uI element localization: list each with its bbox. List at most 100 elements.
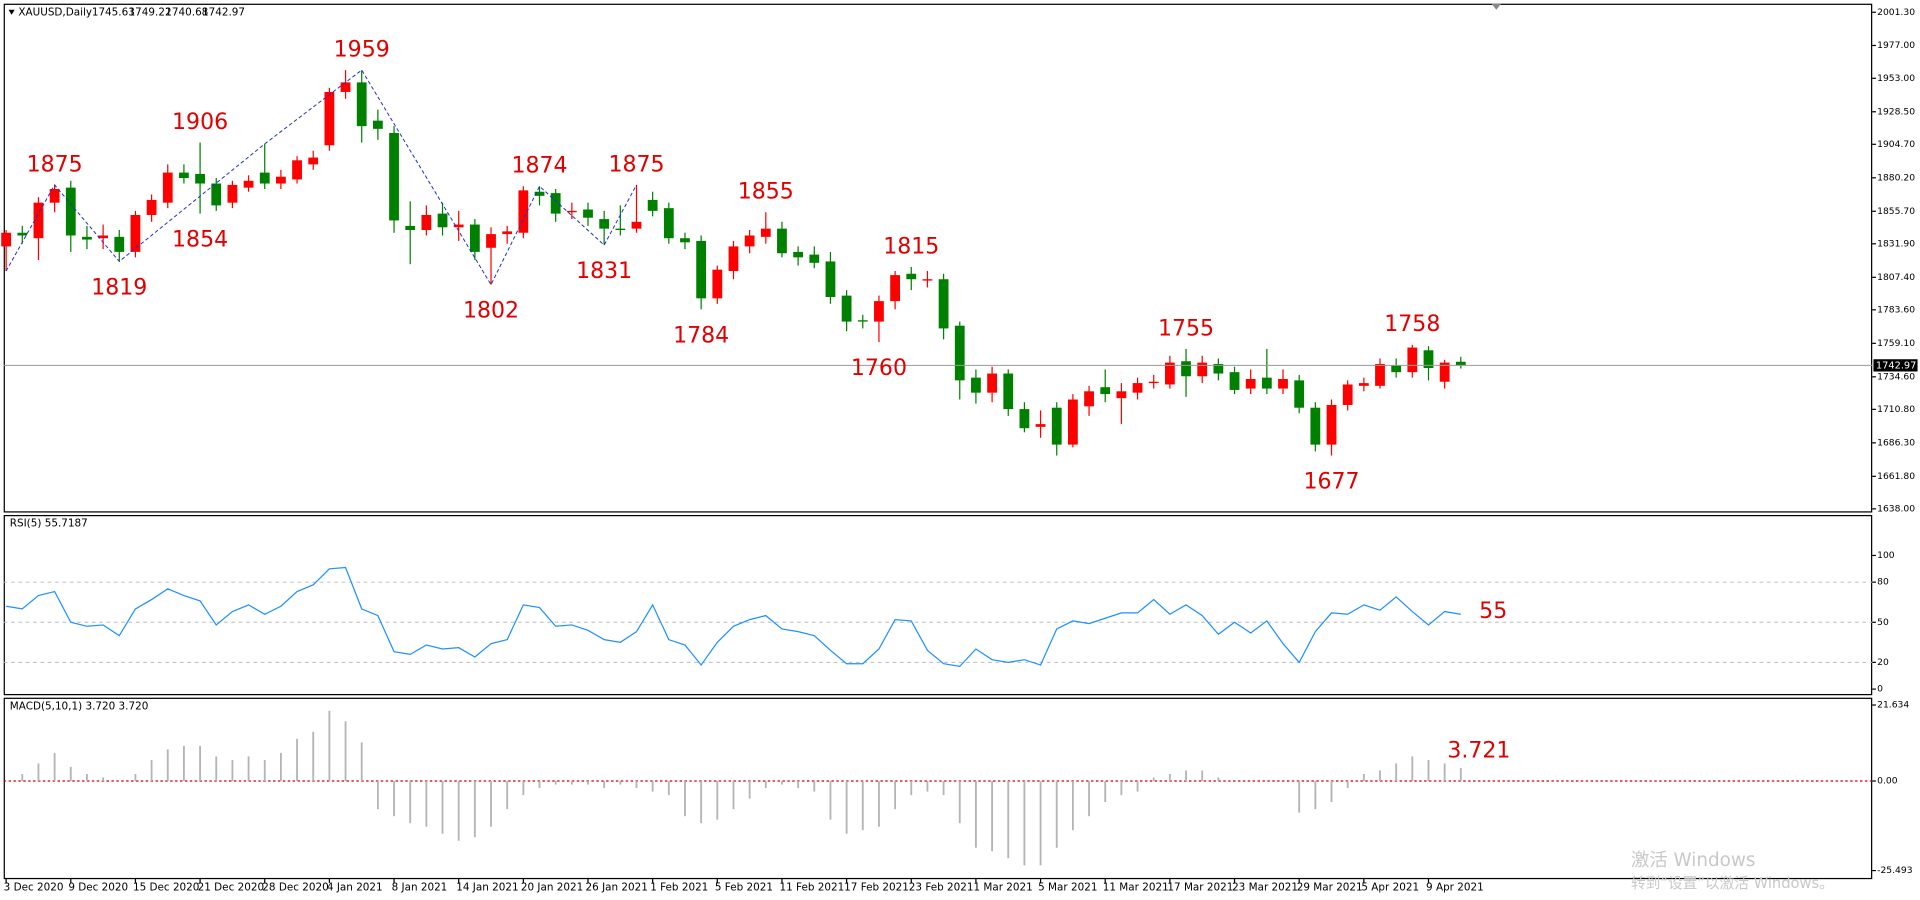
- candle-body: [663, 208, 674, 239]
- candle-body: [1294, 380, 1305, 408]
- y-tick-label: 0: [1877, 684, 1883, 695]
- symbol: XAUUSD,Daily: [18, 6, 92, 18]
- rsi-title: RSI(5) 55.7187: [10, 518, 88, 530]
- candle-body: [405, 225, 416, 231]
- candle-body: [1132, 383, 1143, 393]
- candle-body: [1326, 404, 1337, 445]
- price-tag: [1873, 359, 1918, 372]
- rsi-label: 55: [1479, 599, 1507, 624]
- header-ohlc: 1745.63: [92, 6, 135, 18]
- pivot-label: 1815: [883, 234, 939, 259]
- candle-body: [1035, 424, 1046, 427]
- candle-body: [599, 219, 610, 229]
- y-tick-label: 1638.00: [1877, 503, 1915, 514]
- candle-body: [82, 236, 92, 240]
- candle-body: [647, 199, 658, 211]
- pivot-label: 1959: [334, 37, 390, 62]
- menu-arrow: [8, 9, 15, 15]
- header-ohlc: 1749.22: [129, 6, 172, 18]
- candle-body: [825, 261, 836, 297]
- candle-body: [33, 202, 44, 239]
- pivot-label: 1906: [172, 110, 228, 135]
- y-tick-label: 21.634: [1877, 700, 1909, 711]
- watermark: 转到“设置”以激活 Windows。: [1631, 875, 1834, 892]
- y-tick-label: 1831.90: [1877, 238, 1915, 249]
- candle-body: [49, 189, 60, 203]
- pivot-label: 1784: [673, 323, 729, 348]
- y-tick-label: 1928.50: [1877, 106, 1915, 117]
- candle-body: [518, 190, 529, 233]
- candle-body: [324, 91, 335, 146]
- y-tick-label: 0.00: [1877, 776, 1898, 787]
- x-tick-label: 17 Feb 2021: [844, 882, 909, 894]
- zigzag: [5, 69, 637, 286]
- candle-body: [938, 279, 949, 329]
- y-tick-label: 1661.80: [1877, 471, 1915, 482]
- candle-body: [874, 301, 884, 322]
- y-tick-label: 2001.30: [1877, 7, 1915, 18]
- candle-body: [98, 235, 108, 239]
- y-tick-label: 1904.70: [1877, 139, 1915, 150]
- pivot-label: 1758: [1384, 312, 1440, 337]
- x-tick-label: 20 Jan 2021: [521, 882, 583, 894]
- x-tick-label: 17 Mar 2021: [1167, 882, 1233, 894]
- y-tick-label: 1807.40: [1877, 272, 1915, 283]
- header-ohlc: 1740.68: [165, 6, 208, 18]
- candle-body: [1391, 365, 1402, 373]
- rsi-panel: [3, 514, 1873, 696]
- candle-body: [356, 82, 367, 127]
- y-tick-label: 20: [1877, 657, 1889, 668]
- pivot-label: 1677: [1303, 470, 1359, 495]
- candle-body: [65, 187, 76, 236]
- price-tag-label: 1742.97: [1876, 360, 1916, 371]
- x-tick-label: 29 Mar 2021: [1297, 882, 1363, 894]
- candle-body: [179, 172, 189, 179]
- candle-body: [227, 184, 238, 203]
- candle-body: [146, 199, 157, 215]
- y-tick-label: 1880.20: [1877, 172, 1915, 183]
- candle-body: [550, 193, 561, 214]
- y-tick-label: 50: [1877, 617, 1889, 628]
- candle-body: [680, 238, 690, 243]
- candle-body: [162, 172, 173, 203]
- candle-body: [809, 254, 820, 263]
- candle-body: [1213, 363, 1224, 374]
- macd-label: 3.721: [1447, 739, 1510, 764]
- candle-body: [437, 213, 448, 228]
- macd-title: MACD(5,10,1) 3.720 3.720: [10, 700, 149, 712]
- x-tick-label: 21 Dec 2020: [198, 882, 264, 894]
- candle-body: [696, 240, 707, 299]
- y-tick-label: 1855.70: [1877, 206, 1915, 217]
- candle-body: [1261, 377, 1272, 389]
- candle-body: [1019, 409, 1030, 429]
- y-tick-label: 1783.60: [1877, 304, 1915, 315]
- candle-body: [922, 279, 933, 281]
- candle-body: [1245, 379, 1256, 389]
- candle-body: [793, 251, 804, 258]
- candle-body: [1455, 361, 1466, 366]
- y-tick-label: 1759.10: [1877, 338, 1915, 349]
- candle-body: [534, 191, 545, 196]
- x-tick-label: 5 Feb 2021: [715, 882, 773, 894]
- candle-body: [243, 180, 254, 188]
- macd-panel: [3, 697, 1873, 880]
- x-tick-label: 14 Jan 2021: [456, 882, 518, 894]
- x-tick-label: 1 Feb 2021: [650, 882, 708, 894]
- candle-body: [1116, 391, 1127, 399]
- x-tick-label: 23 Mar 2021: [1232, 882, 1298, 894]
- x-tick-label: 11 Feb 2021: [780, 882, 845, 894]
- x-tick-label: 28 Dec 2020: [262, 882, 328, 894]
- pivot-label: 1760: [851, 356, 907, 381]
- candle-body: [728, 246, 739, 272]
- pivot-label: 1802: [463, 299, 519, 324]
- candle-body: [760, 228, 771, 237]
- candle-body: [502, 231, 513, 235]
- pivot-label: 1854: [172, 228, 228, 253]
- pivot-label: 1875: [608, 152, 664, 177]
- candle-body: [1423, 350, 1434, 369]
- y-tick-label: 1734.60: [1877, 371, 1915, 382]
- candle-body: [971, 377, 981, 393]
- candle-body: [954, 325, 965, 381]
- price-panel: [3, 3, 1873, 513]
